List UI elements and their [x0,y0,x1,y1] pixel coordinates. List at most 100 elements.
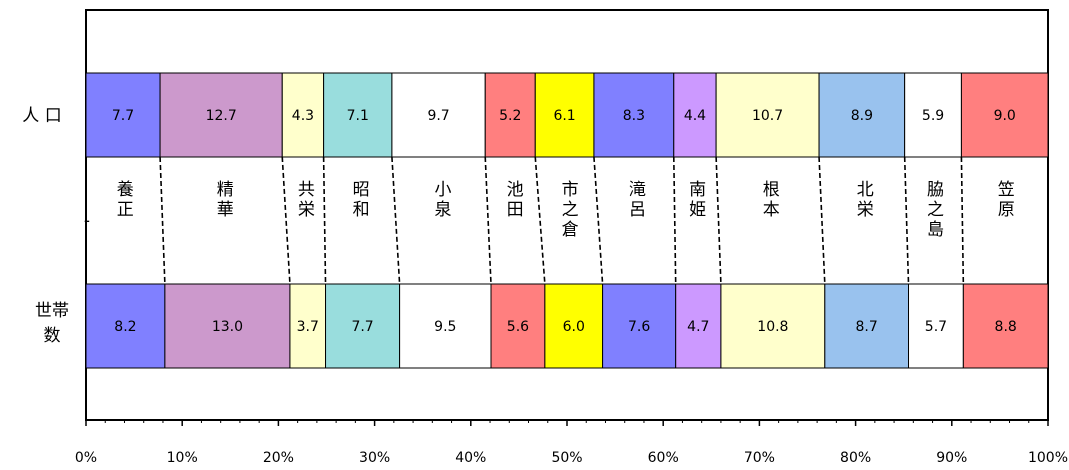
households-data-label: 13.0 [212,319,243,335]
region-name-char: 脇 [927,180,944,200]
population-data-label: 10.7 [752,108,783,124]
population-data-label: 4.3 [292,108,314,124]
row-label-households: 数 [44,326,61,346]
population-bar: 7.7 12.7 4.3 7.1 9.7 5.2 6.1 8.3 4.4 10.7 8.9 5.9 9.… [85,72,1049,158]
connector-line [593,156,604,285]
households-segment [325,283,401,369]
region-name-char: 倉 [562,220,579,240]
region-name-char: 泉 [434,200,451,220]
connector-line [322,156,327,285]
x-tick-label: 0% [75,450,97,466]
x-tick-label: 20% [263,450,294,466]
population-data-label: 7.1 [347,108,369,124]
region-name-char: 和 [353,200,370,220]
segment-connectors [159,156,965,285]
region-name-char: 小 [434,180,451,200]
households-data-label: 5.7 [925,319,947,335]
x-tick-label: 80% [840,450,871,466]
households-segment [675,283,722,369]
population-data-label: 4.4 [684,108,706,124]
x-axis: 0% 10% 20% 30% 40% 50% 60% 70% 80% 90% 100% [75,420,1068,466]
connector-line [159,156,166,285]
region-name-char: 笠 [998,180,1015,200]
connector-line [281,156,291,285]
households-segment [164,283,291,369]
row-label-population: 人 口 [22,106,61,126]
region-name: 昭和 [353,180,370,220]
region-name: 精華 [217,180,234,220]
region-name-char: 之 [927,200,944,220]
households-data-label: 3.7 [297,319,319,335]
region-name: 根本 [763,180,780,220]
region-name-char: 田 [507,200,524,220]
region-name: 市之倉 [562,180,579,240]
households-data-label: 8.8 [995,319,1017,335]
population-segment [960,72,1049,158]
x-tick-label: 70% [744,450,775,466]
region-name: 北栄 [857,180,874,220]
x-tick-label: 40% [455,450,486,466]
connector-line [818,156,826,285]
connector-line [960,156,965,285]
population-data-label: 8.9 [851,108,873,124]
population-data-label: 7.7 [112,108,134,124]
households-data-label: 7.6 [628,319,650,335]
households-data-label: 8.7 [856,319,878,335]
region-name-char: 市 [562,180,579,200]
region-name-char: 池 [507,180,524,200]
households-segment [962,283,1049,369]
region-name-char: 昭 [353,180,370,200]
households-segment [399,283,492,369]
population-data-label: 12.7 [206,108,237,124]
population-data-label: 8.3 [623,108,645,124]
region-name-char: 姫 [689,200,706,220]
row-label-households: 世帯 [35,301,69,321]
region-name-char: 根 [763,180,780,200]
region-name-char: 滝 [629,180,646,200]
population-segment [534,72,595,158]
households-segment [289,283,327,369]
region-name-char: 南 [689,180,706,200]
region-name: 養正 [117,180,134,220]
connector-line [391,156,401,285]
population-segment [904,72,962,158]
connector-line [484,156,492,285]
region-name-char: 原 [998,200,1015,220]
region-name: 池田 [507,180,524,220]
region-name: 南姫 [689,180,706,220]
connector-line [534,156,546,285]
households-data-label: 8.2 [114,319,136,335]
households-segment [544,283,604,369]
households-data-label: 6.0 [563,319,585,335]
households-segment [824,283,910,369]
households-data-label: 9.5 [434,319,456,335]
population-data-label: 5.2 [499,108,521,124]
population-data-label: 5.9 [922,108,944,124]
region-name-char: 栄 [298,200,315,220]
region-name: 滝呂 [629,180,646,220]
region-name-char: 呂 [629,200,646,220]
x-tick-label: 30% [359,450,390,466]
population-segment [159,72,283,158]
population-segment [391,72,486,158]
population-segment [593,72,675,158]
region-name-char: 島 [927,220,944,240]
region-name-char: 共 [298,180,315,200]
region-name-char: 栄 [857,200,874,220]
households-data-label: 4.7 [687,319,709,335]
households-data-label: 7.7 [351,319,373,335]
population-segment [673,72,717,158]
population-segment [484,72,536,158]
connector-line [715,156,722,285]
region-name: 小泉 [434,180,451,220]
region-name-char: 華 [217,200,234,220]
connector-line [672,156,677,285]
households-data-label: 10.8 [757,319,788,335]
population-segment [323,72,393,158]
region-name-char: 正 [117,200,134,220]
region-name-char: 之 [562,200,579,220]
population-segment [85,72,161,158]
